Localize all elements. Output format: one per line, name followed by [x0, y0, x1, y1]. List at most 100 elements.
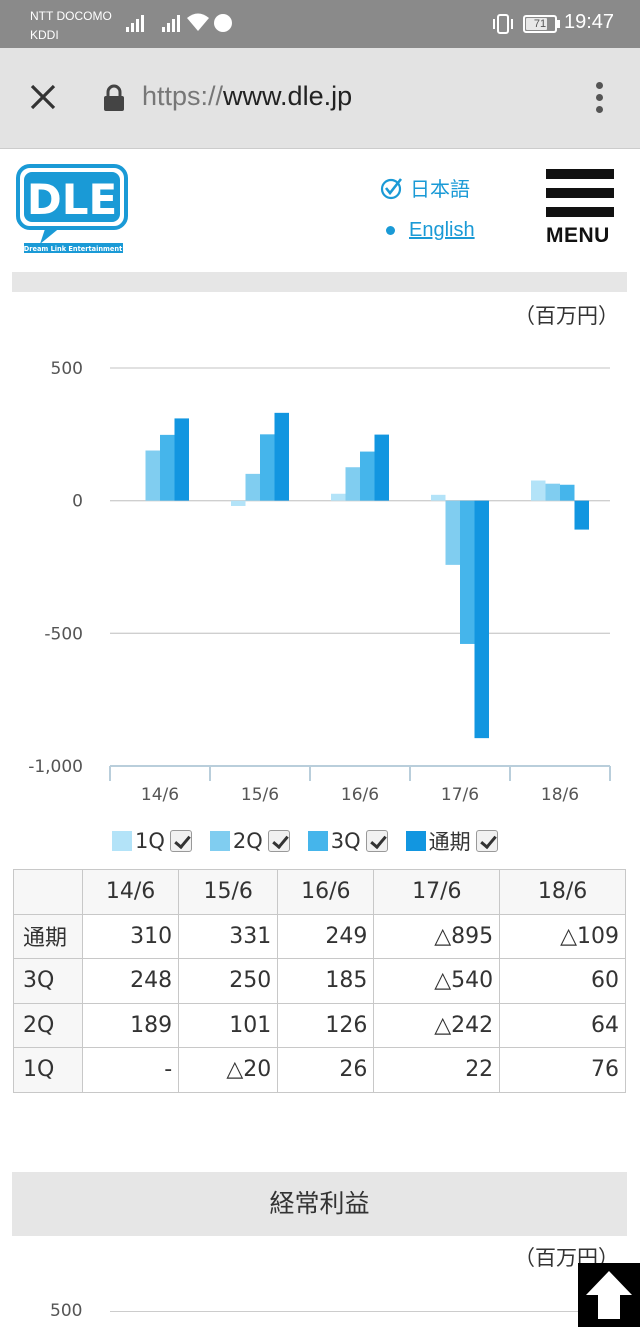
legend-label: 1Q [135, 829, 165, 853]
bar[interactable] [374, 434, 390, 501]
table-header-cell: 18/6 [499, 869, 626, 915]
table-row: 1Q - △20 26 22 76 [13, 1047, 626, 1093]
table-header-cell: 14/6 [81, 869, 180, 915]
table-row-header: 通期 [13, 913, 83, 959]
lang-japanese-label: 日本語 [410, 177, 470, 201]
table-cell: 310 [81, 913, 180, 959]
scroll-to-top-button[interactable] [578, 1263, 640, 1327]
close-tab-icon[interactable] [28, 82, 58, 112]
table-cell: 22 [373, 1047, 501, 1093]
lock-icon [104, 84, 124, 111]
logo-subtext: Dream Link Entertainment [24, 245, 122, 253]
table-row: 通期 310 331 249 △895 △109 [13, 913, 626, 959]
bar[interactable] [574, 500, 590, 530]
bar[interactable] [174, 418, 190, 501]
table-cell: 331 [178, 913, 279, 959]
table-header-cell [13, 869, 83, 915]
bullet-icon [386, 226, 395, 235]
lang-english-link[interactable]: English [409, 219, 475, 241]
x-tick-label: 15/6 [241, 785, 279, 805]
carrier-1: NTT DOCOMO [30, 9, 112, 23]
table-cell: 189 [81, 1002, 180, 1048]
y-tick-label: -1,000 [28, 757, 83, 777]
table-cell: 26 [277, 1047, 375, 1093]
sync-icon [214, 14, 232, 32]
table-cell: 248 [81, 958, 180, 1004]
vibrate-icon [493, 14, 513, 34]
legend-checkbox[interactable] [365, 830, 388, 852]
hamburger-bar [546, 169, 614, 179]
table-cell: 101 [178, 1002, 279, 1048]
lang-english-option[interactable]: English [386, 219, 475, 242]
browser-menu-icon[interactable] [592, 82, 606, 116]
carrier-2: KDDI [30, 28, 59, 42]
bar[interactable] [431, 494, 446, 501]
table-cell: △540 [373, 958, 501, 1004]
arrow-up-icon [586, 1271, 632, 1319]
chart-unit-label: （百万円） [514, 304, 619, 328]
legend-checkbox[interactable] [169, 830, 192, 852]
signal-1-icon [126, 12, 144, 32]
legend-label: 2Q [232, 829, 263, 853]
chart-legend: 1Q 2Q 3Q 通期 [112, 826, 516, 856]
bar[interactable] [445, 500, 461, 565]
dle-logo[interactable]: DLE Dream Link Entertainment [16, 164, 130, 256]
bar[interactable] [245, 473, 261, 501]
section-title-band [12, 272, 627, 292]
status-bar: NTT DOCOMO KDDI 71 19:47 [0, 0, 640, 48]
table-cell: △895 [373, 913, 501, 959]
table-header-cell: 16/6 [277, 869, 375, 915]
lang-japanese-option[interactable]: 日本語 [380, 173, 470, 202]
table-cell: 76 [499, 1047, 626, 1093]
y-tick-label: 0 [72, 492, 83, 512]
bar[interactable] [160, 434, 175, 501]
legend-swatch [405, 831, 426, 851]
table-cell: 249 [277, 913, 375, 959]
legend-item[interactable]: 2Q [209, 829, 290, 853]
wifi-icon [187, 13, 209, 31]
table-row-header: 2Q [13, 1002, 83, 1048]
browser-url-bar: https://www.dle.jp [0, 48, 640, 148]
table-cell: 64 [499, 1002, 626, 1048]
bar[interactable] [360, 451, 375, 501]
legend-label: 通期 [428, 830, 471, 854]
table-row-header: 1Q [13, 1047, 83, 1093]
legend-item[interactable]: 1Q [112, 829, 192, 853]
battery-indicator: 71 [523, 15, 557, 33]
bar[interactable] [331, 493, 346, 501]
bar[interactable] [531, 480, 546, 501]
site-header: DLE Dream Link Entertainment 日本語 English… [0, 148, 640, 272]
table-cell: △20 [178, 1047, 279, 1093]
quarterly-data-table: 14/6 15/6 16/6 17/6 18/6 通期 310 331 249 △895 △109 3… [13, 869, 626, 1093]
legend-item[interactable]: 3Q [307, 829, 388, 853]
revenue-bar-chart: 500 0 -500 -1,000 14/6 15/6 16/6 17/6 18/6 [28, 359, 611, 805]
legend-checkbox[interactable] [267, 830, 290, 852]
bar[interactable] [560, 484, 575, 501]
battery-tip [557, 20, 560, 28]
x-tick-label: 18/6 [541, 785, 579, 805]
table-cell: 250 [178, 958, 279, 1004]
legend-checkbox[interactable] [475, 830, 498, 852]
bar[interactable] [260, 434, 275, 501]
chart2-ytick-label: 500 [50, 1301, 83, 1321]
url-host: www.dle.jp [223, 81, 353, 111]
menu-button[interactable]: MENU [546, 169, 616, 255]
bar[interactable] [545, 483, 561, 501]
chart2-gridline [110, 1311, 580, 1312]
legend-swatch [112, 831, 132, 851]
bar[interactable] [474, 500, 490, 739]
bar[interactable] [145, 450, 161, 501]
x-tick-label: 17/6 [441, 785, 479, 805]
bar[interactable] [274, 412, 290, 501]
table-header-cell: 15/6 [178, 869, 279, 915]
bar[interactable] [345, 467, 361, 501]
url-field[interactable]: https://www.dle.jp [142, 81, 352, 112]
x-tick-label: 16/6 [341, 785, 379, 805]
bar[interactable] [231, 500, 246, 506]
legend-item[interactable]: 通期 [405, 826, 498, 856]
signal-2-icon [162, 12, 180, 32]
table-header-row: 14/6 15/6 16/6 17/6 18/6 [13, 869, 626, 915]
table-cell: - [81, 1047, 180, 1093]
bar[interactable] [460, 500, 475, 644]
y-tick-label: 500 [51, 359, 83, 379]
